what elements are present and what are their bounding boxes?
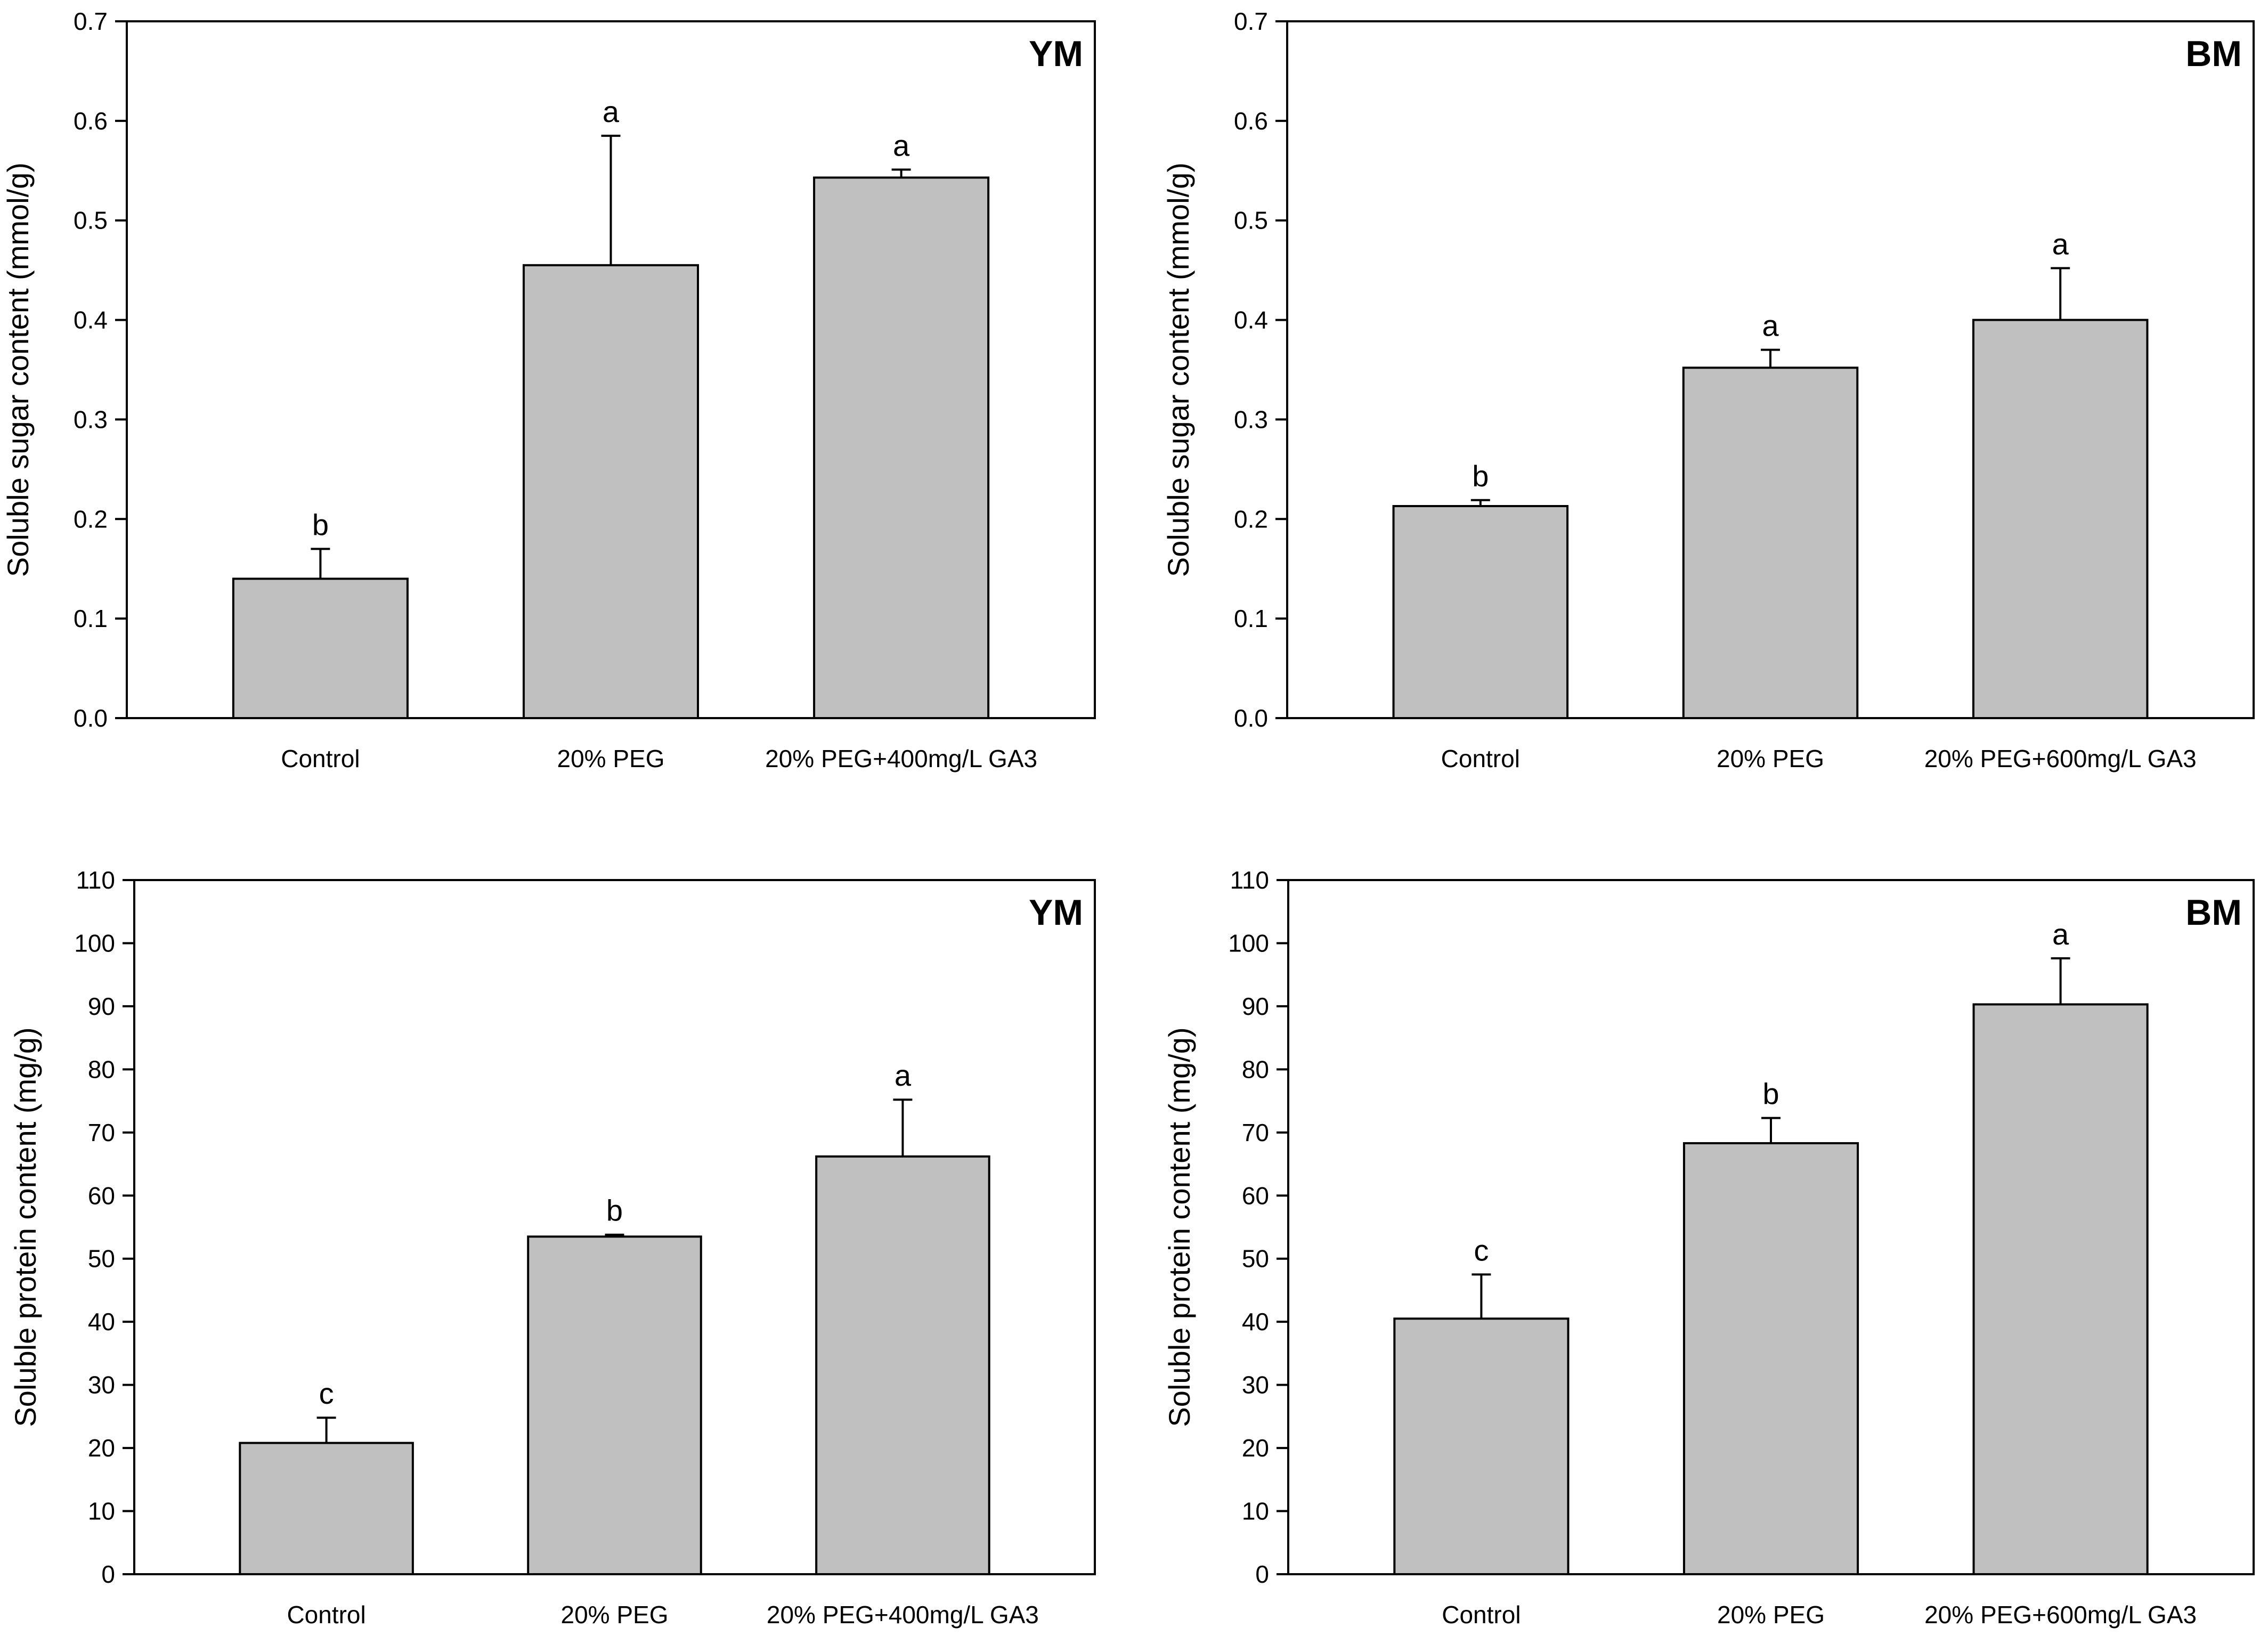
x-category-label: 20% PEG+600mg/L GA3 bbox=[1924, 745, 2197, 772]
y-axis-title: Soluble protein content (mg/g) bbox=[1163, 1027, 1196, 1427]
y-tick-label: 20 bbox=[1242, 1434, 1269, 1462]
y-tick-label: 0.1 bbox=[1234, 605, 1268, 632]
x-category-label: Control bbox=[1441, 745, 1520, 772]
y-axis-title: Soluble sugar content (mmol/g) bbox=[1161, 162, 1195, 577]
significance-label: a bbox=[1762, 309, 1779, 343]
y-tick-label: 0 bbox=[1255, 1560, 1269, 1588]
y-tick-label: 90 bbox=[1242, 992, 1269, 1020]
y-tick-label: 60 bbox=[1242, 1182, 1269, 1209]
y-tick-label: 0.6 bbox=[1234, 107, 1268, 135]
chart-panel-sugar-ym: 0.0 0.1 0.2 0.3 0.4 0.5 0.6 0.7 Soluble sugar co… bbox=[1, 7, 1096, 772]
panel-tag: YM bbox=[1029, 892, 1083, 933]
significance-label: a bbox=[893, 128, 910, 162]
y-tick-label: 0.7 bbox=[1234, 7, 1268, 35]
y-tick-label: 10 bbox=[88, 1497, 115, 1525]
y-tick-label: 40 bbox=[1242, 1308, 1269, 1336]
significance-label: b bbox=[1762, 1077, 1779, 1111]
y-tick-label: 0.6 bbox=[74, 107, 108, 135]
y-tick-label: 100 bbox=[1228, 929, 1269, 957]
x-category-label: Control bbox=[1442, 1601, 1521, 1629]
y-tick-label: 0.2 bbox=[74, 505, 108, 533]
y-tick-label: 50 bbox=[88, 1245, 115, 1273]
chart-panel-protein-bm: 0 10 20 30 40 50 60 70 80 90 100 110 Soluble protein… bbox=[1163, 866, 2255, 1629]
significance-label: a bbox=[2052, 917, 2069, 951]
y-tick-label: 50 bbox=[1242, 1245, 1269, 1273]
bar bbox=[1682, 1142, 1859, 1576]
x-category-label: Control bbox=[281, 745, 360, 772]
panel-tag: YM bbox=[1029, 34, 1083, 74]
y-tick-label: 40 bbox=[88, 1308, 115, 1336]
chart-panel-sugar-bm: 0.0 0.1 0.2 0.3 0.4 0.5 0.6 0.7 Soluble sugar co… bbox=[1161, 7, 2255, 772]
significance-label: c bbox=[1474, 1233, 1489, 1267]
y-tick-label: 0.0 bbox=[1234, 704, 1268, 732]
y-tick-label: 0.5 bbox=[74, 207, 108, 234]
y-tick-label: 110 bbox=[1230, 866, 1269, 894]
y-tick-label: 0.0 bbox=[74, 704, 108, 732]
y-tick-label: 60 bbox=[88, 1182, 115, 1209]
bar bbox=[1393, 1317, 1570, 1575]
y-tick-label: 70 bbox=[1242, 1119, 1269, 1146]
y-tick-label: 0 bbox=[101, 1560, 115, 1588]
bar bbox=[527, 1235, 702, 1575]
y-tick-label: 20 bbox=[88, 1434, 115, 1462]
y-tick-label: 0.4 bbox=[1234, 306, 1268, 334]
bar bbox=[813, 176, 990, 719]
x-category-label: 20% PEG bbox=[1717, 1601, 1825, 1629]
y-axis-title: Soluble protein content (mg/g) bbox=[9, 1027, 42, 1427]
y-tick-label: 80 bbox=[1242, 1055, 1269, 1083]
x-category-label: 20% PEG+600mg/L GA3 bbox=[1924, 1601, 2197, 1629]
chart-panel-protein-ym: 0 10 20 30 40 50 60 70 80 90 100 110 Soluble protein… bbox=[9, 866, 1096, 1629]
y-tick-label: 30 bbox=[1242, 1371, 1269, 1399]
y-tick-label: 0.2 bbox=[1234, 505, 1268, 533]
y-tick-label: 30 bbox=[88, 1371, 115, 1399]
bar bbox=[522, 264, 700, 719]
y-tick-label: 70 bbox=[88, 1119, 115, 1146]
significance-label: b bbox=[1472, 459, 1489, 493]
significance-label: b bbox=[606, 1194, 623, 1227]
panel-tag: BM bbox=[2185, 892, 2242, 933]
panel-tag: BM bbox=[2185, 34, 2242, 74]
bar bbox=[1682, 367, 1859, 719]
x-category-label: 20% PEG bbox=[557, 745, 665, 772]
significance-label: a bbox=[895, 1059, 912, 1092]
significance-label: a bbox=[2052, 227, 2069, 261]
y-tick-label: 0.1 bbox=[74, 605, 108, 632]
x-category-label: 20% PEG bbox=[561, 1601, 669, 1629]
bar bbox=[1972, 1003, 2149, 1575]
y-tick-label: 10 bbox=[1242, 1497, 1269, 1525]
x-category-label: 20% PEG bbox=[1717, 745, 1824, 772]
x-category-label: Control bbox=[287, 1601, 365, 1629]
y-tick-label: 0.3 bbox=[1234, 405, 1268, 433]
significance-label: b bbox=[312, 508, 329, 541]
bar bbox=[815, 1155, 990, 1575]
y-tick-label: 100 bbox=[74, 929, 115, 957]
y-tick-label: 90 bbox=[88, 992, 115, 1020]
significance-label: c bbox=[319, 1377, 334, 1410]
y-tick-label: 80 bbox=[88, 1055, 115, 1083]
y-tick-label: 0.5 bbox=[1234, 207, 1268, 234]
y-tick-label: 0.4 bbox=[74, 306, 108, 334]
bar bbox=[232, 577, 409, 720]
x-category-label: 20% PEG+400mg/L GA3 bbox=[765, 745, 1037, 772]
y-tick-label: 0.7 bbox=[74, 7, 108, 35]
x-category-label: 20% PEG+400mg/L GA3 bbox=[767, 1601, 1039, 1629]
bar bbox=[239, 1442, 414, 1575]
bar bbox=[1392, 504, 1569, 719]
bar bbox=[1972, 319, 2149, 719]
y-axis-title: Soluble sugar content (mmol/g) bbox=[1, 162, 35, 577]
y-tick-label: 110 bbox=[76, 866, 115, 894]
significance-label: a bbox=[603, 95, 620, 128]
y-tick-label: 0.3 bbox=[74, 405, 108, 433]
